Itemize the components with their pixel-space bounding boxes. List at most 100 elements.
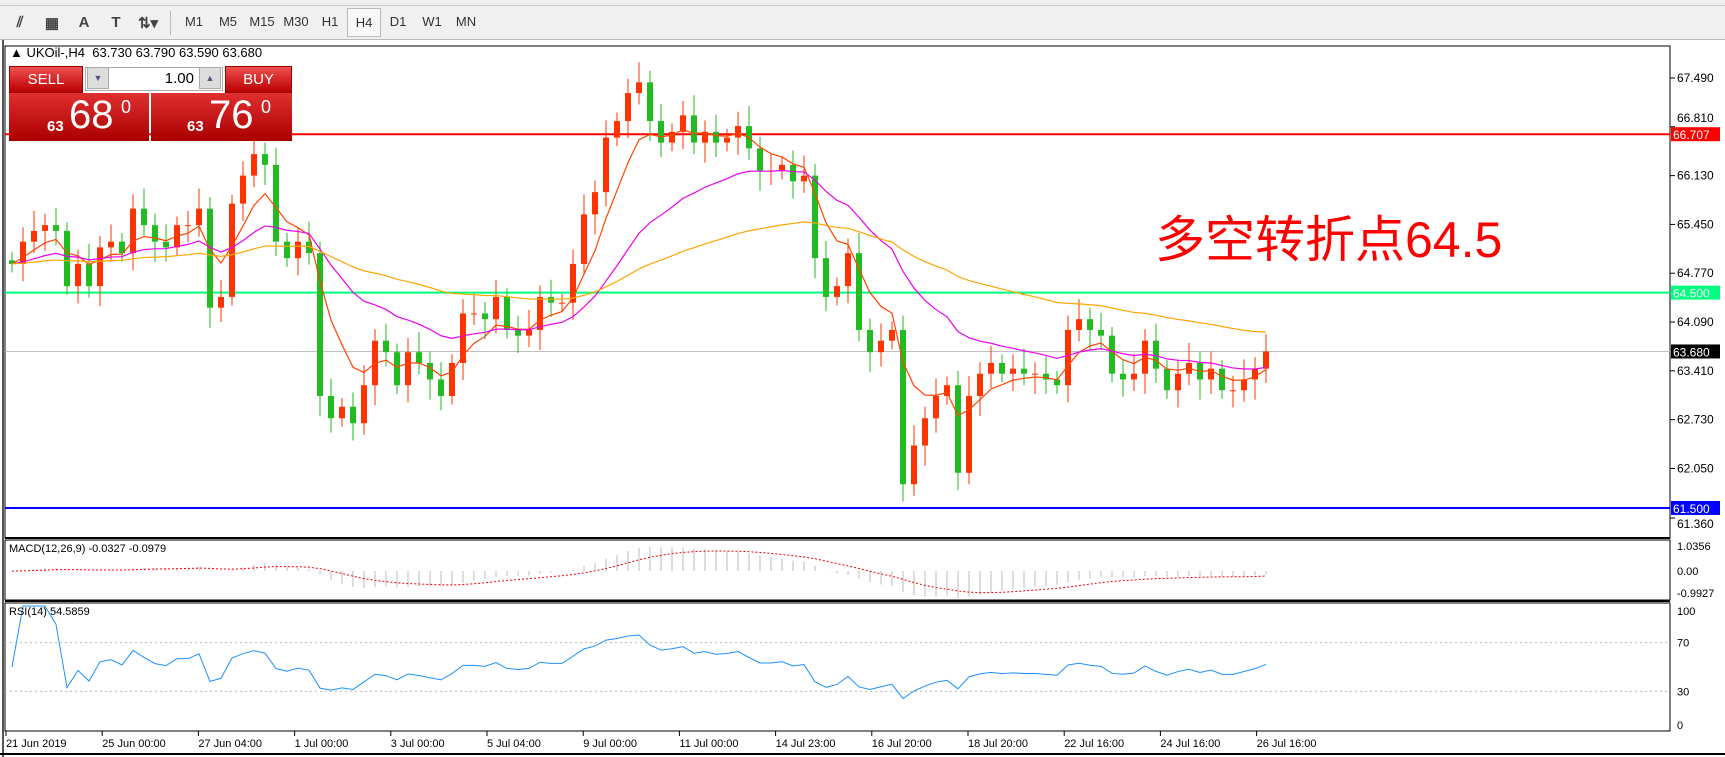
candle-body xyxy=(779,164,785,171)
candle-body xyxy=(1076,319,1082,330)
candle-body xyxy=(1010,368,1016,374)
candle-body xyxy=(999,362,1005,374)
collapse-icon[interactable]: ▲ xyxy=(10,45,27,60)
grid-icon[interactable]: ▦ xyxy=(44,14,60,32)
candle-body xyxy=(680,115,686,132)
candle-body xyxy=(108,241,114,248)
candle-body xyxy=(812,175,818,259)
candle-body xyxy=(933,395,939,419)
macd-tick-label: 1.0356 xyxy=(1677,541,1711,553)
macd-tick-label: 0.00 xyxy=(1677,566,1698,578)
candle-body xyxy=(537,296,543,330)
time-label: 27 Jun 04:00 xyxy=(198,738,262,750)
candle-body xyxy=(1120,373,1126,380)
hline-price-label: 66.707 xyxy=(1673,128,1710,142)
time-label: 16 Jul 20:00 xyxy=(872,738,932,750)
symbol-header: ▲ UKOil-,H4 63.730 63.790 63.590 63.680 xyxy=(10,45,262,60)
candle-body xyxy=(273,164,279,242)
candle-body xyxy=(163,241,169,248)
buy-price-fraction: 0 xyxy=(261,97,272,117)
candle-body xyxy=(988,362,994,374)
rsi-tick-label: 70 xyxy=(1677,638,1689,650)
candle-body xyxy=(504,296,510,330)
buy-button[interactable]: BUY xyxy=(225,66,292,93)
arrows-icon[interactable]: ⇅▾ xyxy=(137,14,159,32)
candle-body xyxy=(460,313,466,363)
timeframe-m30[interactable]: M30 xyxy=(283,14,309,29)
macd-tick-label: -0.9927 xyxy=(1677,588,1714,600)
panel-frame-1 xyxy=(4,539,1671,601)
current-price-badge xyxy=(1671,344,1720,359)
candle-body xyxy=(196,208,202,226)
candle-body xyxy=(1054,379,1060,386)
candle-body xyxy=(240,175,246,204)
timeframe-m1[interactable]: M1 xyxy=(184,14,204,29)
timeframe-h1[interactable]: H1 xyxy=(321,14,339,29)
timeframe-m15[interactable]: M15 xyxy=(249,14,275,29)
sell-price[interactable]: 63 68 0 xyxy=(9,93,149,141)
rsi-line xyxy=(11,605,1267,700)
candle-body xyxy=(328,395,334,419)
candle-body xyxy=(1164,368,1170,391)
candle-body xyxy=(1131,373,1137,380)
chart-tools-icon[interactable]: ⫽ xyxy=(16,14,24,31)
timeframe-mn[interactable]: MN xyxy=(455,14,477,29)
timeframe-d1[interactable]: D1 xyxy=(389,14,407,29)
candle-body xyxy=(592,192,598,215)
candle-body xyxy=(526,329,532,336)
hline-badge xyxy=(1671,127,1720,142)
candle-body xyxy=(1087,319,1093,330)
price-tick-label: 67.490 xyxy=(1677,71,1714,85)
candle-body xyxy=(900,329,906,485)
candle-body xyxy=(53,225,59,231)
candle-body xyxy=(339,406,345,419)
text-label-icon[interactable]: T xyxy=(111,14,121,31)
sell-button[interactable]: SELL xyxy=(9,66,83,93)
candle-body xyxy=(119,241,125,254)
text-icon[interactable]: A xyxy=(78,14,90,31)
price-tick-label: 66.130 xyxy=(1677,169,1714,183)
timeframe-m5[interactable]: M5 xyxy=(218,14,238,29)
candle-body xyxy=(1219,368,1225,391)
current-price-label: 63.680 xyxy=(1673,345,1710,359)
rsi-tick-label: 30 xyxy=(1677,686,1689,698)
top-strip xyxy=(0,0,1725,6)
candle-body xyxy=(1230,390,1236,392)
candle-body xyxy=(427,362,433,380)
candle-body xyxy=(1043,373,1049,380)
candle-body xyxy=(449,362,455,396)
timeframe-w1[interactable]: W1 xyxy=(422,14,442,29)
candle-body xyxy=(603,137,609,193)
candle-body xyxy=(141,208,147,226)
price-tick-label: 62.050 xyxy=(1677,461,1714,475)
moving-average-line xyxy=(11,169,1267,370)
chart-window xyxy=(2,40,1725,757)
candle-body xyxy=(207,208,213,308)
candle-body xyxy=(1263,351,1269,369)
lot-decrease-icon[interactable]: ▼ xyxy=(87,67,109,89)
separator xyxy=(170,10,171,35)
candle-body xyxy=(647,82,653,122)
panel-frame-2 xyxy=(4,602,1671,732)
buy-price[interactable]: 63 76 0 xyxy=(151,93,292,141)
candle-body xyxy=(922,418,928,446)
lot-increase-icon[interactable]: ▲ xyxy=(199,67,221,89)
time-label: 24 Jul 16:00 xyxy=(1160,738,1220,750)
sell-price-fraction: 0 xyxy=(121,97,132,117)
candle-body xyxy=(834,286,840,297)
candle-body xyxy=(97,247,103,287)
candle-body xyxy=(581,214,587,264)
candle-body xyxy=(130,208,136,254)
candle-body xyxy=(614,121,620,138)
candle-body xyxy=(306,241,312,254)
candle-body xyxy=(636,82,642,94)
timeframe-h4[interactable]: H4 xyxy=(347,8,381,37)
time-label: 1 Jul 00:00 xyxy=(295,738,349,750)
rsi-tick-label: 100 xyxy=(1677,606,1695,618)
candle-body xyxy=(867,329,873,353)
candle-body xyxy=(735,126,741,138)
macd-signal-line xyxy=(11,550,1267,594)
time-label: 11 Jul 00:00 xyxy=(679,738,738,750)
candle-body xyxy=(691,115,697,143)
